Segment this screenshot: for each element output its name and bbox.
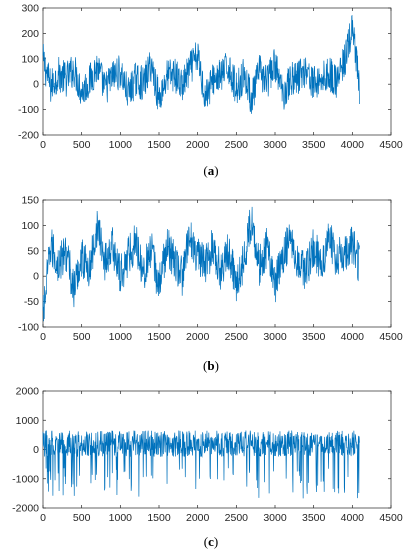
chart-c: 0 500 1000 1500 2000 2500 3000 3500 4000 4500 -200… <box>12 386 403 550</box>
x-tick-label: 1500 <box>147 139 171 151</box>
x-tick-label: 500 <box>73 512 91 524</box>
x-tick-label: 3500 <box>302 512 326 524</box>
plot-frame <box>42 199 392 328</box>
x-tick-label: 2000 <box>186 331 210 343</box>
x-tick-label: 0 <box>40 331 46 343</box>
x-tick-label: 2500 <box>225 139 249 151</box>
y-tick-label: 2000 <box>16 386 40 398</box>
x-tick-label: 2500 <box>225 512 249 524</box>
y-tick-label: -2000 <box>12 503 39 515</box>
y-tick-label: 100 <box>21 53 39 65</box>
x-tick-label: 3000 <box>263 139 287 151</box>
x-tick-label: 1500 <box>147 331 171 343</box>
y-tick-label: 100 <box>21 220 39 232</box>
x-tick-label: 0 <box>40 139 46 151</box>
panel-caption: (b) <box>203 358 219 373</box>
y-tick-label: 1000 <box>16 415 40 427</box>
y-tick-label: 150 <box>21 195 39 207</box>
plot-frame <box>42 7 392 136</box>
chart-b: 0 500 1000 1500 2000 2500 3000 3500 4000 4500-100… <box>18 195 403 374</box>
y-tick-label: 50 <box>27 245 39 257</box>
x-tick-label: 0 <box>40 512 46 524</box>
x-tick-label: 1000 <box>109 139 133 151</box>
x-tick-label: 4000 <box>341 139 365 151</box>
x-tick-label: 1500 <box>147 512 171 524</box>
x-tick-label: 4500 <box>379 139 403 151</box>
y-tick-label: 0 <box>33 271 39 283</box>
x-tick-label: 500 <box>73 331 91 343</box>
x-tick-label: 4000 <box>341 512 365 524</box>
y-tick-label: 200 <box>21 28 39 40</box>
x-tick-label: 1000 <box>109 331 133 343</box>
x-tick-label: 3500 <box>302 139 326 151</box>
y-tick-label: 300 <box>21 3 39 15</box>
y-tick-label: 0 <box>33 79 39 91</box>
x-tick-label: 2000 <box>186 139 210 151</box>
panel-caption: (a) <box>203 163 218 178</box>
x-tick-label: 4500 <box>379 512 403 524</box>
x-tick-label: 3000 <box>263 331 287 343</box>
x-tick-label: 4000 <box>341 331 365 343</box>
series-line <box>42 430 360 499</box>
y-tick-label: 0 <box>33 444 39 456</box>
series-line <box>42 206 360 322</box>
y-tick-label: -200 <box>18 130 39 142</box>
y-tick-label: -1000 <box>12 473 39 485</box>
chart-a: 0 500 1000 1500 2000 2500 3000 3500 4000 4500-200… <box>18 3 403 179</box>
y-tick-label: -100 <box>18 104 39 116</box>
y-tick-label: -50 <box>24 296 39 308</box>
y-tick-label: -100 <box>18 322 39 334</box>
panel-caption: (c) <box>204 534 218 549</box>
x-tick-label: 1000 <box>109 512 133 524</box>
x-tick-label: 2000 <box>186 512 210 524</box>
x-tick-label: 4500 <box>379 331 403 343</box>
x-tick-label: 3000 <box>263 512 287 524</box>
series-line <box>42 14 360 114</box>
x-tick-label: 3500 <box>302 331 326 343</box>
x-tick-label: 500 <box>73 139 91 151</box>
x-tick-label: 2500 <box>225 331 249 343</box>
